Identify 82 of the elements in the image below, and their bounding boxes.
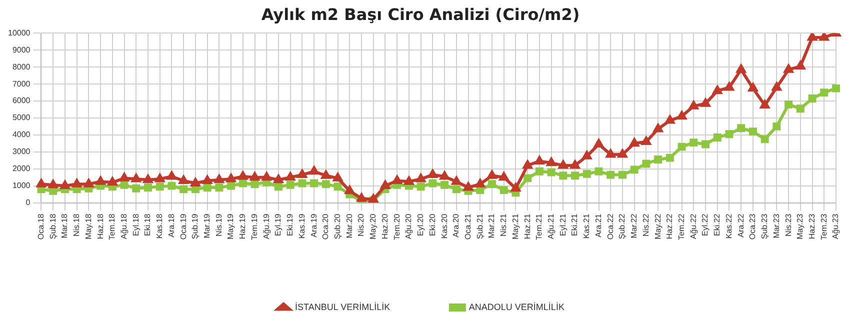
- x-tick-label: Ağu.21: [546, 213, 556, 240]
- x-tick-label: Mar.19: [202, 213, 212, 238]
- x-tick-label: Şub.21: [475, 213, 484, 240]
- x-tick-label: Eki.22: [712, 213, 722, 236]
- x-tick-label: Oca.21: [463, 213, 472, 240]
- x-tick-label: Mar.23: [772, 213, 781, 238]
- x-tick-label: Şub.20: [333, 213, 342, 240]
- x-tick-label: Eki.20: [428, 213, 437, 236]
- x-tick-label: Mar.21: [487, 213, 496, 238]
- x-tick-label: Tem.19: [250, 213, 259, 240]
- x-tick-label: Tem.22: [676, 213, 686, 240]
- chart-title: Aylık m2 Başı Ciro Analizi (Ciro/m2): [261, 4, 580, 24]
- x-tick-label: Nis.19: [214, 213, 224, 236]
- x-tick-label: Ara.18: [166, 213, 176, 238]
- x-tick-label: May.20: [368, 213, 378, 240]
- y-tick-label: 3000: [12, 147, 31, 156]
- x-tick-label: Kas.18: [155, 213, 164, 239]
- x-tick-label: May.18: [84, 213, 93, 240]
- x-tick-label: Mar.22: [630, 213, 639, 238]
- x-tick-label: Şub.22: [618, 213, 627, 240]
- y-tick-label: 6000: [12, 96, 31, 106]
- x-tick-label: Kas.22: [724, 213, 734, 239]
- x-tick-label: Tem.21: [534, 213, 544, 240]
- x-tick-label: Tem.23: [819, 213, 828, 240]
- x-tick-label: May.22: [653, 213, 662, 240]
- x-tick-label: Oca.19: [178, 213, 188, 240]
- x-tick-label: Oca.23: [748, 213, 758, 240]
- x-tick-label: Eki.21: [570, 213, 580, 236]
- x-tick-label: Eki.18: [143, 213, 152, 236]
- x-tick-label: Mar.18: [60, 213, 70, 238]
- x-tick-label: Ara.21: [594, 213, 603, 238]
- x-tick-label: Ağu.23: [831, 213, 840, 240]
- x-tick-label: Nis.18: [72, 213, 82, 236]
- x-tick-label: Ağu.22: [688, 213, 698, 240]
- x-tick-label: Tem.20: [392, 213, 402, 240]
- x-tick-label: Şub.23: [760, 213, 770, 240]
- x-tick-label: Haz.19: [238, 213, 248, 240]
- x-tick-label: Oca.18: [36, 213, 46, 240]
- x-tick-label: Oca.20: [321, 213, 330, 240]
- x-tick-label: Eyl.19: [274, 213, 283, 236]
- x-tick-label: Şub.19: [190, 213, 200, 240]
- y-tick-label: 7000: [12, 79, 31, 88]
- x-tick-label: Nis.23: [784, 213, 793, 236]
- x-tick-label: Haz.23: [807, 213, 816, 240]
- x-tick-label: Haz.18: [96, 213, 105, 240]
- x-tick-label: May.23: [796, 213, 805, 240]
- x-tick-label: May.19: [226, 213, 236, 240]
- y-tick-label: 1000: [12, 181, 31, 190]
- y-tick-label: 0: [26, 198, 31, 207]
- x-tick-label: Ağu.20: [404, 213, 414, 240]
- y-tick-label: 5000: [12, 113, 31, 122]
- x-tick-label: Eyl.20: [416, 213, 426, 236]
- x-tick-label: Ara.22: [736, 213, 746, 238]
- y-tick-label: 2000: [12, 164, 31, 174]
- x-tick-label: Eyl.22: [700, 213, 710, 236]
- x-tick-label: Kas.20: [440, 213, 449, 239]
- x-tick-label: Eyl.21: [558, 213, 568, 236]
- x-tick-label: Şub.18: [48, 213, 58, 240]
- x-tick-label: Ara.20: [452, 213, 461, 238]
- x-tick-label: Haz.20: [380, 213, 390, 240]
- x-tick-label: Ağu.19: [262, 213, 271, 240]
- x-tick-label: Ara.19: [309, 213, 318, 238]
- x-tick-label: Nis.21: [499, 213, 508, 236]
- y-tick-label: 10000: [8, 28, 31, 38]
- legend-label: İSTANBUL VERİMLİLİK: [295, 302, 390, 312]
- legend-label: ANADOLU VERİMLİLİK: [468, 302, 564, 312]
- x-tick-label: Kas.21: [582, 213, 592, 239]
- x-tick-label: Oca.22: [606, 213, 615, 240]
- x-tick-label: Eki.19: [286, 213, 295, 236]
- x-tick-label: Ağu.18: [119, 213, 128, 240]
- y-tick-label: 8000: [12, 62, 31, 72]
- x-tick-label: Nis.20: [356, 213, 366, 236]
- y-tick-label: 4000: [12, 130, 31, 140]
- y-tick-label: 9000: [12, 45, 31, 54]
- x-tick-label: Mar.20: [344, 213, 354, 238]
- x-tick-label: Haz.22: [665, 213, 674, 240]
- x-tick-label: Haz.21: [522, 213, 532, 240]
- x-tick-label: Kas.19: [297, 213, 306, 239]
- x-tick-label: Nis.22: [641, 213, 650, 236]
- x-tick-label: Eyl.18: [131, 213, 140, 236]
- x-tick-label: Tem.18: [108, 213, 117, 240]
- x-tick-label: May.21: [510, 213, 520, 240]
